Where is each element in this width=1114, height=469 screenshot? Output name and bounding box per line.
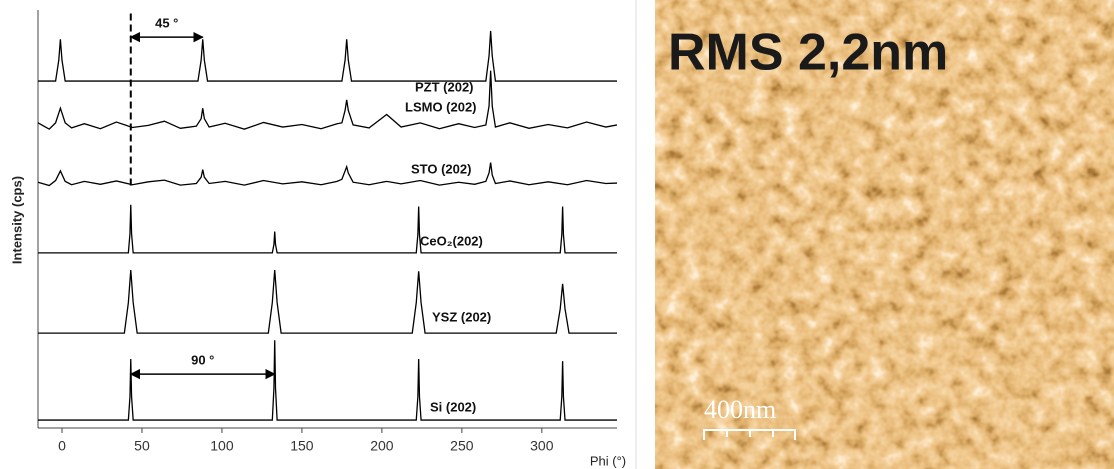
x-tick-label: 250 — [450, 438, 474, 454]
series-label: PZT (202) — [415, 79, 474, 94]
y-axis-label: Intensity (cps) — [9, 176, 24, 264]
afm-image — [655, 0, 1114, 469]
x-tick-label: 150 — [290, 438, 314, 454]
series-line — [38, 30, 617, 82]
series-line — [38, 269, 617, 334]
annotation-label: 90 ° — [191, 353, 214, 368]
series-label: STO (202) — [411, 161, 471, 176]
series-label: LSMO (202) — [405, 99, 477, 114]
x-axis-label: Phi (°) — [590, 453, 626, 468]
x-tick-label: 50 — [134, 438, 150, 454]
image-title: RMS 2,2nm — [668, 24, 948, 82]
series-label: Si (202) — [430, 399, 476, 414]
x-tick-label: 100 — [210, 438, 234, 454]
scale-bar-label: 400nm — [704, 395, 776, 424]
series-label: YSZ (202) — [432, 309, 491, 324]
series-label: CeO₂(202) — [420, 233, 483, 248]
x-tick-label: 0 — [58, 438, 66, 454]
series-line — [37, 70, 618, 130]
annotation-label: 45 ° — [155, 16, 178, 31]
x-tick-label: 300 — [530, 438, 554, 454]
scale-bar — [703, 429, 796, 440]
series-line — [37, 162, 618, 187]
series-line — [38, 340, 617, 421]
x-tick-label: 200 — [370, 438, 394, 454]
series-line — [38, 204, 617, 254]
